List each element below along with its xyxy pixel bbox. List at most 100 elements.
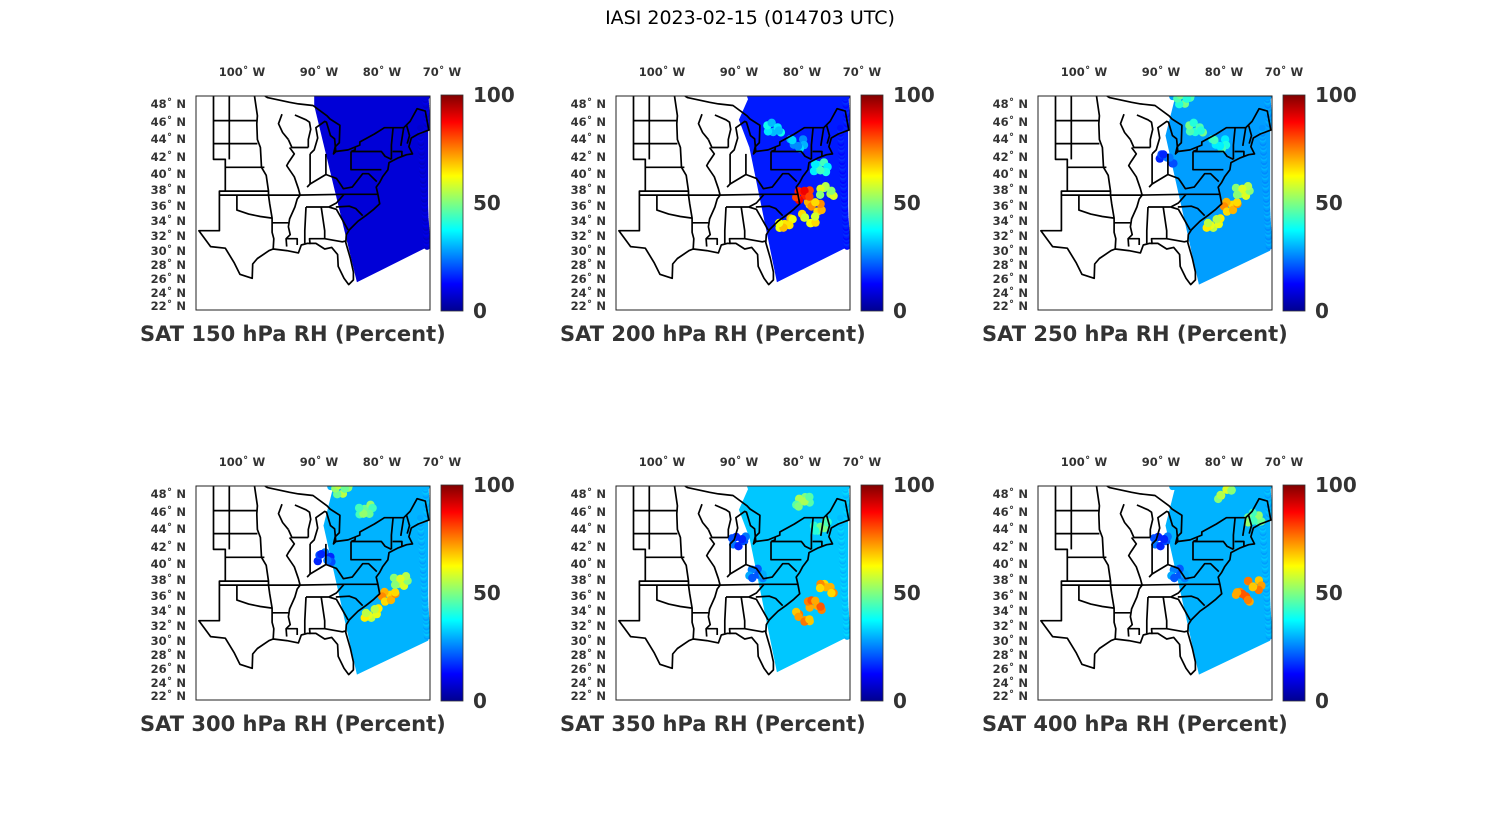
lat-tick-label: 36˚ N	[993, 198, 1028, 213]
colorbar-tick-label: 100	[473, 473, 515, 497]
lat-tick-label: 46˚ N	[151, 114, 186, 129]
lat-tick-label: 42˚ N	[151, 149, 186, 164]
boundary-line	[1136, 504, 1154, 538]
boundary-line	[268, 583, 378, 586]
lat-tick-label: 28˚ N	[993, 647, 1028, 662]
lat-tick-label: 46˚ N	[993, 114, 1028, 129]
boundary-line	[405, 515, 411, 534]
boundary-line	[1040, 96, 1272, 286]
boundary-line	[1234, 540, 1245, 547]
boundary-line	[277, 113, 290, 141]
boundary-line	[1128, 237, 1141, 245]
colorbar-tick-label: 100	[1315, 83, 1357, 107]
boundary-line	[306, 562, 378, 580]
colorbar-tick-label: 50	[893, 581, 921, 605]
boundary-line	[328, 206, 349, 231]
colorbar-tick-label: 50	[473, 581, 501, 605]
lat-tick-label: 30˚ N	[993, 633, 1028, 648]
lat-tick-label: 26˚ N	[151, 661, 186, 676]
lon-tick-label: 70˚ W	[1265, 454, 1304, 469]
boundary-line	[723, 206, 727, 244]
lat-tick-label: 28˚ N	[571, 257, 606, 272]
boundary-line	[1119, 113, 1132, 141]
lat-tick-label: 22˚ N	[993, 298, 1028, 313]
boundary-line	[351, 150, 392, 161]
observation-point	[767, 118, 776, 127]
boundary-line	[306, 172, 378, 190]
observation-point	[423, 96, 430, 101]
boundary-line	[1170, 193, 1187, 208]
observation-point	[810, 212, 820, 221]
observation-point	[340, 486, 349, 493]
boundary-line	[198, 96, 430, 286]
lat-tick-label: 32˚ N	[571, 618, 606, 633]
observation-point	[809, 166, 819, 176]
lat-tick-label: 30˚ N	[993, 243, 1028, 258]
map-frame	[615, 485, 851, 701]
boundary-line	[755, 205, 784, 217]
observation-point	[1159, 535, 1169, 544]
observation-point	[1203, 218, 1213, 228]
lat-tick-label: 26˚ N	[571, 661, 606, 676]
panel-250hpa: 100˚ W 90˚ W 80˚ W 70˚ W 48˚ N 46˚ N 44˚ N 42˚ …	[982, 60, 1362, 350]
lat-tick-label: 46˚ N	[993, 504, 1028, 519]
boundary-line	[294, 504, 312, 538]
boundary-line	[697, 503, 710, 531]
observation-point	[816, 602, 825, 611]
boundary-line	[268, 193, 378, 196]
observation-point	[1227, 486, 1236, 495]
lat-tick-label: 36˚ N	[993, 588, 1028, 603]
lat-tick-label: 44˚ N	[151, 521, 186, 536]
boundary-line	[399, 127, 405, 147]
boundary-line	[819, 127, 825, 147]
observation-point	[1265, 96, 1272, 101]
lat-tick-label: 22˚ N	[151, 298, 186, 313]
boundary-line	[287, 529, 309, 539]
boundary-line	[618, 96, 850, 286]
observation-point	[396, 574, 405, 583]
colorbar-tick-label: 0	[1315, 689, 1329, 713]
lon-tick-label: 90˚ W	[1142, 454, 1181, 469]
boundary-line	[714, 504, 732, 538]
boundary-line	[744, 237, 766, 243]
lat-tick-label: 38˚ N	[151, 572, 186, 587]
observation-point	[811, 218, 820, 227]
panel-title: SAT 200 hPa RH (Percent)	[560, 322, 866, 346]
observation-point	[805, 192, 814, 201]
colorbar	[860, 94, 884, 312]
boundary-line	[328, 596, 349, 621]
lat-tick-label: 38˚ N	[993, 182, 1028, 197]
boundary-line	[1127, 146, 1143, 247]
state-boundaries	[618, 486, 850, 676]
lat-tick-label: 38˚ N	[993, 572, 1028, 587]
state-boundaries	[198, 486, 430, 676]
boundary-line	[729, 510, 757, 545]
lon-tick-label: 90˚ W	[720, 64, 759, 79]
boundary-line	[1192, 151, 1224, 171]
boundary-line	[1193, 150, 1234, 161]
boundary-line	[618, 486, 850, 676]
boundary-line	[707, 139, 729, 149]
observation-point	[800, 213, 810, 222]
boundary-line	[748, 583, 765, 598]
boundary-line	[390, 127, 394, 160]
observation-point	[1228, 205, 1238, 215]
lat-tick-label: 24˚ N	[571, 285, 606, 300]
boundary-line	[1129, 529, 1151, 539]
panel-title: SAT 150 hPa RH (Percent)	[140, 322, 446, 346]
observation-point	[1159, 150, 1168, 159]
boundary-line	[688, 583, 798, 586]
boundary-line	[350, 151, 382, 171]
colorbar-tick-label: 0	[1315, 299, 1329, 323]
boundary-line	[1078, 195, 1115, 219]
colorbar-tick-label: 0	[893, 689, 907, 713]
lat-tick-label: 34˚ N	[571, 213, 606, 228]
lat-tick-label: 40˚ N	[571, 556, 606, 571]
lon-tick-label: 100˚ W	[219, 64, 266, 79]
boundary-line	[253, 96, 275, 250]
observation-point	[815, 583, 825, 593]
observation-point	[843, 486, 850, 491]
observation-point	[1231, 183, 1241, 193]
lat-tick-label: 36˚ N	[571, 198, 606, 213]
lat-tick-label: 30˚ N	[151, 243, 186, 258]
